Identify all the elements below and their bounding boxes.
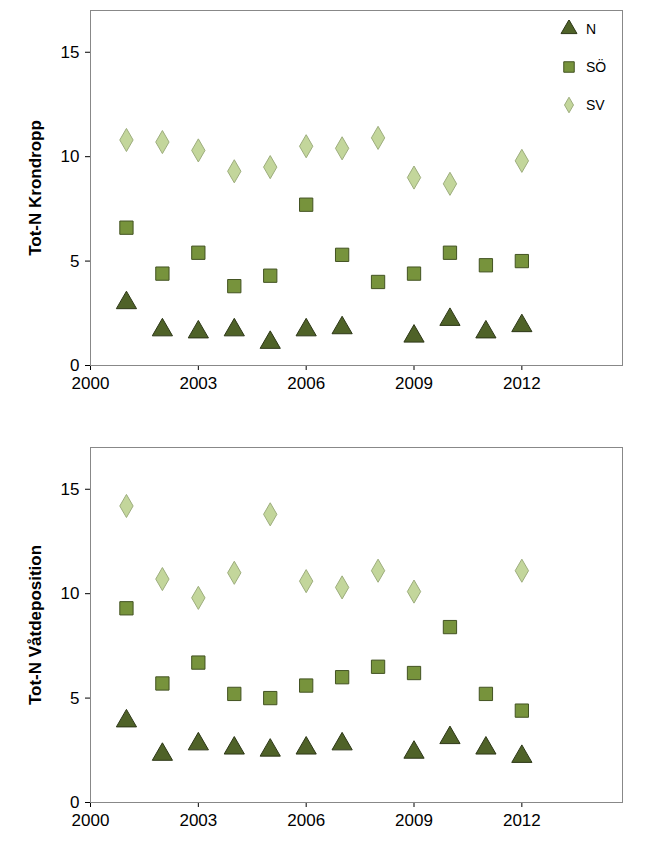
svg-text:2012: 2012 <box>503 374 541 393</box>
svg-text:2000: 2000 <box>72 374 110 393</box>
html-text:N: N <box>586 21 597 37</box>
svg-text:10: 10 <box>61 147 80 166</box>
html-text:SV: SV <box>586 97 605 113</box>
svg-text:15: 15 <box>61 43 80 62</box>
svg-text:0: 0 <box>70 793 79 812</box>
svg-text:5: 5 <box>70 689 79 708</box>
svg-text:0: 0 <box>70 356 79 375</box>
svg-text:2006: 2006 <box>287 811 325 830</box>
svg-text:5: 5 <box>70 252 79 271</box>
svg-text:2009: 2009 <box>395 811 433 830</box>
svg-text:15: 15 <box>61 480 80 499</box>
svg-text:2000: 2000 <box>72 811 110 830</box>
svg-text:2003: 2003 <box>179 374 217 393</box>
svg-text:2009: 2009 <box>395 374 433 393</box>
svg-text:2006: 2006 <box>287 374 325 393</box>
svg-text:Tot-N Krondropp: Tot-N Krondropp <box>26 120 45 256</box>
svg-text:2012: 2012 <box>503 811 541 830</box>
svg-text:2003: 2003 <box>179 811 217 830</box>
html-text:SÖ: SÖ <box>586 59 607 75</box>
svg-text:10: 10 <box>61 584 80 603</box>
svg-text:Tot-N Våtdeposition: Tot-N Våtdeposition <box>26 545 45 705</box>
